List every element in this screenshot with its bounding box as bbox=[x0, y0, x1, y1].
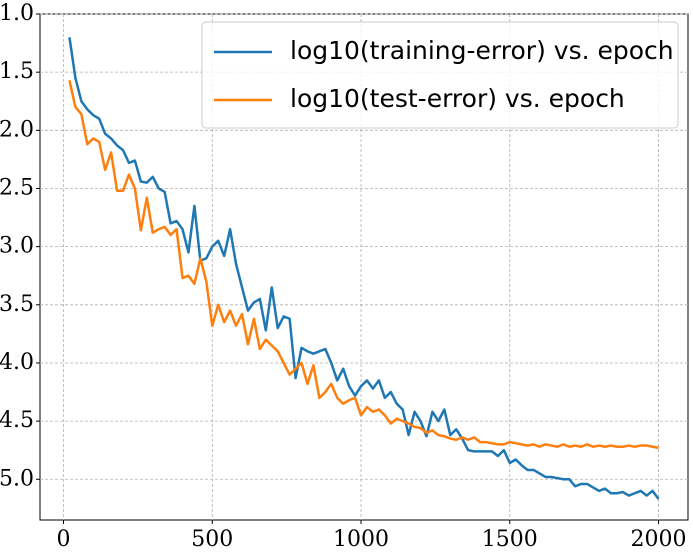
plot-frame bbox=[39, 13, 689, 521]
legend-label: log10(test-error) vs. epoch bbox=[290, 84, 625, 113]
legend-box bbox=[201, 21, 679, 129]
y-tick-label: -4.0 bbox=[0, 350, 34, 375]
y-tick-label: -3.0 bbox=[0, 234, 34, 259]
series-line bbox=[68, 37, 660, 500]
x-tick-label: 1000 bbox=[333, 527, 389, 552]
legend: log10(training-error) vs. epoch log10(tes… bbox=[201, 21, 679, 129]
y-tick-label: -2.5 bbox=[0, 175, 34, 200]
x-tick-label: 2000 bbox=[631, 527, 687, 552]
y-tick-label: -2.0 bbox=[0, 117, 34, 142]
y-tick-label: -5.0 bbox=[0, 466, 34, 491]
y-tick-label: -3.5 bbox=[0, 292, 34, 317]
x-tick-label: 500 bbox=[191, 527, 233, 552]
legend-label: log10(training-error) vs. epoch bbox=[290, 36, 674, 65]
y-tick-label: -4.5 bbox=[0, 408, 34, 433]
grid bbox=[40, 13, 688, 520]
series-line bbox=[68, 80, 659, 450]
x-tick-label: 1500 bbox=[482, 527, 538, 552]
y-tick-label: -1.0 bbox=[0, 1, 34, 26]
x-tick-label: 0 bbox=[57, 527, 71, 552]
y-tick-label: -1.5 bbox=[0, 59, 34, 84]
